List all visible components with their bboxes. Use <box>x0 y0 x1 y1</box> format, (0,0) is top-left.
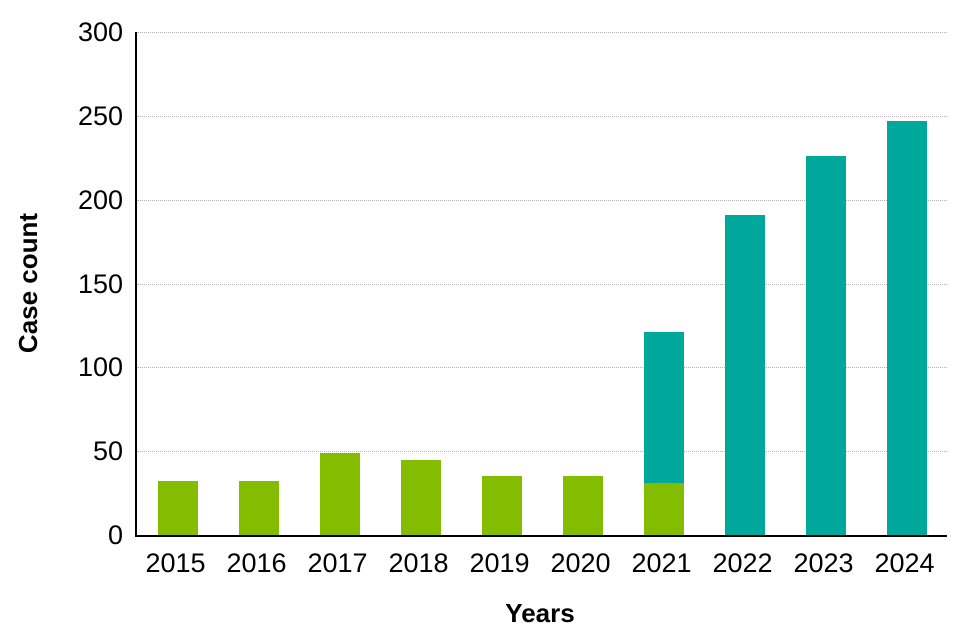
y-tick-label: 250 <box>77 100 123 131</box>
gridline <box>137 32 947 33</box>
gridline <box>137 115 947 117</box>
bar-segment-green-2016 <box>238 481 279 535</box>
bar-segment-green-2018 <box>400 459 441 535</box>
bar-segment-green-2017 <box>319 452 360 535</box>
x-tick-label: 2019 <box>469 548 530 578</box>
y-tick-label: 200 <box>77 184 123 215</box>
y-tick-label: 100 <box>77 352 123 383</box>
x-tick-label: 2015 <box>145 548 206 578</box>
bar-segment-teal-2022 <box>724 214 765 535</box>
bar-segment-teal-2021 <box>643 332 684 484</box>
bar-segment-green-2019 <box>481 476 522 535</box>
bar-segment-green-2015 <box>157 481 198 535</box>
plot-area <box>135 32 947 537</box>
gridline <box>137 283 947 285</box>
x-tick-label: 2016 <box>226 548 287 578</box>
bar-segment-teal-2024 <box>886 120 927 535</box>
x-tick-label: 2021 <box>631 548 692 578</box>
bar-segment-green-2021 <box>643 483 684 535</box>
gridline <box>137 199 947 201</box>
x-tick-label: 2024 <box>874 548 935 578</box>
y-tick-label: 300 <box>77 17 123 47</box>
y-tick-label: 150 <box>77 268 123 299</box>
y-tick-label: 50 <box>92 436 123 467</box>
bar-segment-teal-2023 <box>805 156 846 535</box>
bar-segment-green-2020 <box>562 476 603 535</box>
gridline <box>137 451 947 453</box>
x-axis-title: Years <box>505 598 575 628</box>
gridline <box>137 367 947 369</box>
x-tick-label: 2017 <box>307 548 368 578</box>
x-tick-label: 2022 <box>712 548 773 578</box>
x-tick-label: 2023 <box>793 548 854 578</box>
x-tick-label: 2020 <box>550 548 611 578</box>
y-tick-label: 0 <box>107 520 123 550</box>
x-tick-label: 2018 <box>388 548 449 578</box>
